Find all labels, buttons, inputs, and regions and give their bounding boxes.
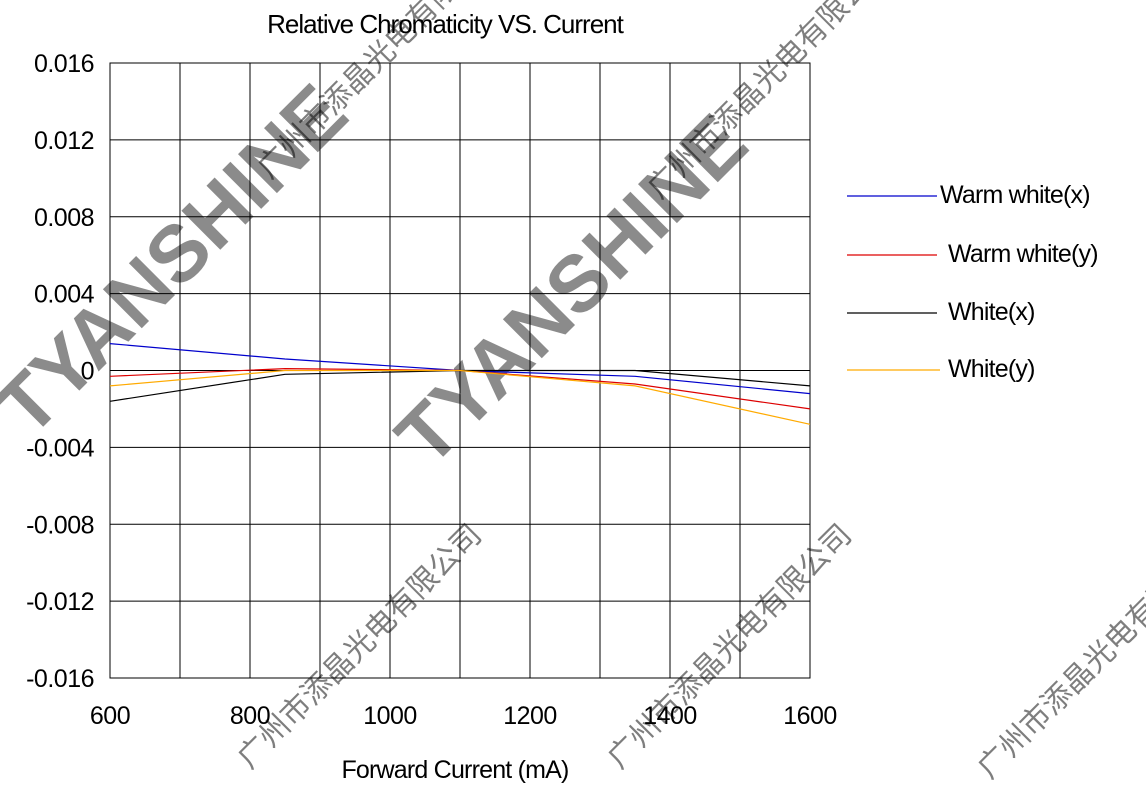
- y-tick-label: -0.004: [26, 434, 94, 462]
- series-layer: [109, 343, 811, 425]
- y-tick-label: 0.012: [34, 127, 94, 155]
- y-tick-label: -0.012: [26, 588, 94, 616]
- company-watermark: 广州市添晶光电有限公司: [642, 0, 899, 205]
- x-tick-label: 1600: [783, 702, 837, 730]
- x-tick-label: 600: [90, 702, 130, 730]
- company-watermark: 广州市添晶光电有限公司: [602, 518, 859, 775]
- legend-label: White(y): [948, 355, 1035, 383]
- company-watermark: 广州市添晶光电有限公司: [232, 518, 489, 775]
- x-tick-label: 1000: [363, 702, 417, 730]
- legend: Warm white(x) Warm white(y) White(x) White(…: [847, 181, 1099, 383]
- plot-frame: [109, 62, 811, 679]
- tick-labels: 0.016 0.012 0.008 0.004 0 -0.004 -0.008 -0.012 -…: [26, 50, 837, 730]
- y-tick-label: 0: [81, 358, 94, 386]
- company-watermark: 广州市添晶光电有限公司: [972, 528, 1146, 785]
- y-tick-label: -0.008: [26, 511, 94, 539]
- y-tick-label: 0.004: [34, 281, 95, 309]
- x-tick-label: 1200: [503, 702, 557, 730]
- series-line: [109, 369, 811, 425]
- x-axis-label: Forward Current (mA): [341, 756, 568, 784]
- legend-label: Warm white(x): [940, 181, 1090, 209]
- chart-title: Relative Chromaticity VS. Current: [267, 9, 624, 39]
- y-tick-label: -0.016: [26, 665, 94, 693]
- x-tick-label: 1400: [643, 702, 697, 730]
- y-tick-label: 0.016: [34, 50, 94, 78]
- legend-label: Warm white(y): [948, 240, 1098, 268]
- x-tick-label: 800: [230, 702, 270, 730]
- y-tick-label: 0.008: [34, 204, 94, 232]
- legend-label: White(x): [948, 298, 1035, 326]
